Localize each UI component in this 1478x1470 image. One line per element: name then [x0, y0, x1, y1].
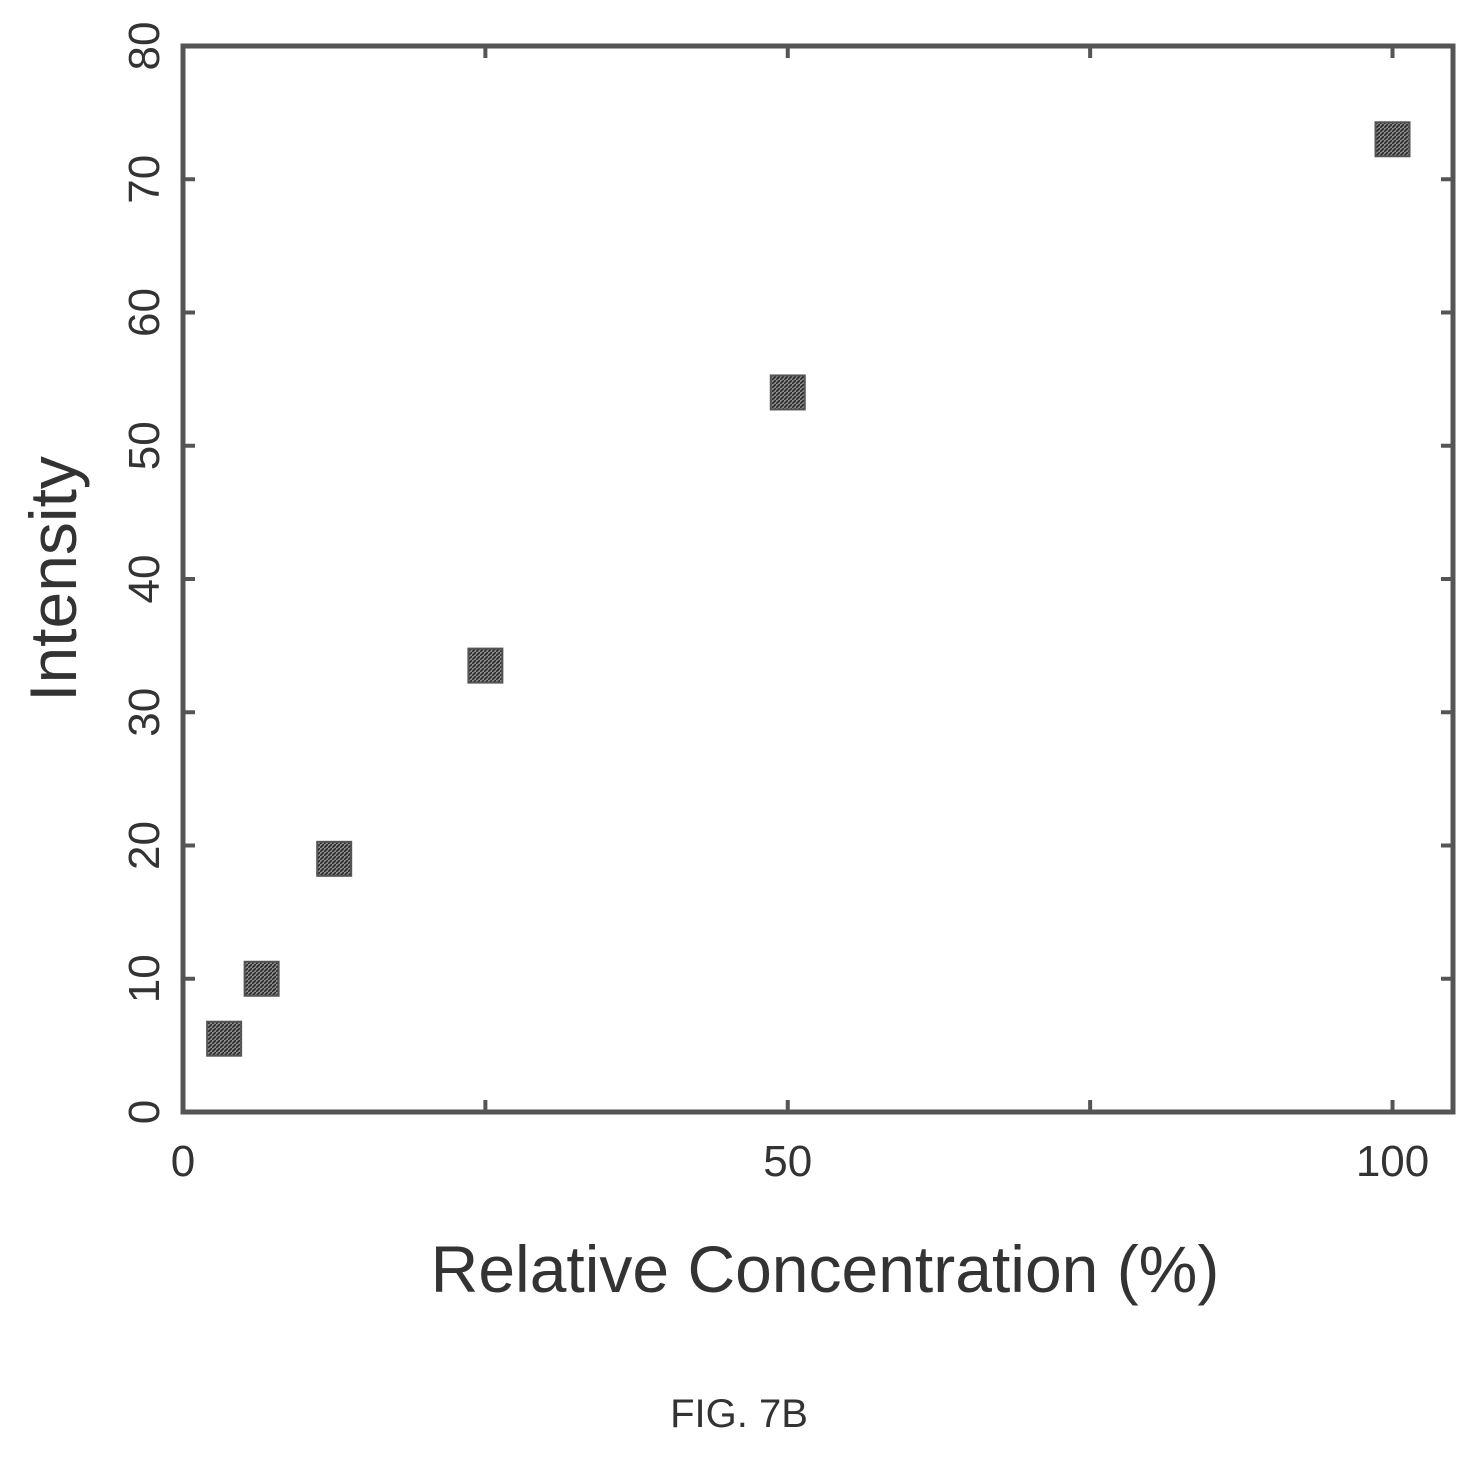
scatter-chart: 0 50 100 0 10 20 30 40 50 60 70 80 Relative Concen…: [16, 22, 1456, 1306]
data-points: [206, 121, 1411, 1057]
x-tick-label: 100: [1356, 1137, 1429, 1186]
data-point: [316, 840, 353, 877]
y-tick-label: 10: [120, 954, 169, 1003]
axis-ticks: [181, 44, 1453, 1114]
y-tick-label: 50: [120, 421, 169, 470]
plot-frame: [180, 43, 1456, 1115]
y-tick-label: 20: [120, 821, 169, 870]
y-tick-label: 80: [120, 22, 169, 71]
y-tick-label: 0: [120, 1100, 169, 1124]
x-tick-labels: 0 50 100: [171, 1137, 1429, 1186]
data-point: [206, 1020, 243, 1057]
y-axis-title: Intensity: [16, 456, 90, 702]
y-tick-label: 30: [120, 688, 169, 737]
figure-caption: FIG. 7B: [670, 1392, 808, 1436]
x-axis-title: Relative Concentration (%): [431, 1232, 1220, 1306]
y-tick-labels: 0 10 20 30 40 50 60 70 80: [120, 22, 169, 1125]
y-tick-label: 70: [120, 155, 169, 204]
x-tick-label: 0: [171, 1137, 195, 1186]
data-point: [1374, 121, 1411, 158]
data-point: [467, 647, 504, 684]
x-tick-label: 50: [763, 1137, 812, 1186]
data-point: [769, 374, 806, 411]
y-tick-label: 60: [120, 288, 169, 337]
data-point: [243, 960, 280, 997]
y-tick-label: 40: [120, 555, 169, 604]
